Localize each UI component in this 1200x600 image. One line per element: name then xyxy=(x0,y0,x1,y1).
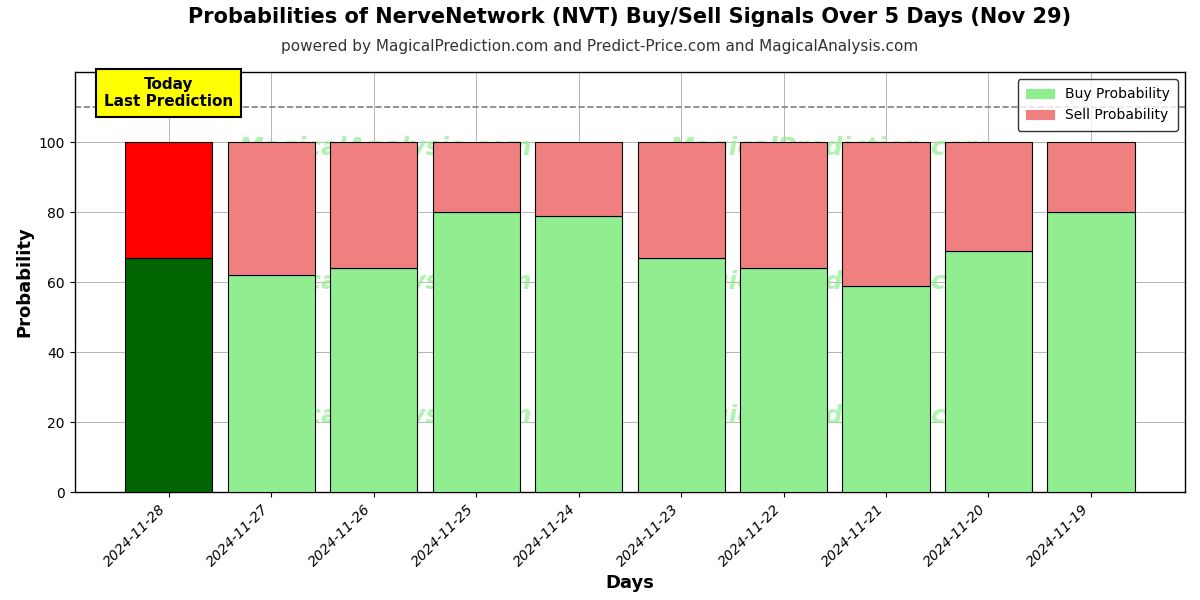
Bar xyxy=(1048,212,1134,492)
Bar xyxy=(125,257,212,492)
Text: Today
Last Prediction: Today Last Prediction xyxy=(104,77,233,109)
Bar xyxy=(637,142,725,257)
Bar xyxy=(228,142,314,275)
Legend: Buy Probability, Sell Probability: Buy Probability, Sell Probability xyxy=(1018,79,1178,131)
Bar xyxy=(637,257,725,492)
Bar xyxy=(1048,142,1134,212)
Bar xyxy=(535,142,622,215)
Bar xyxy=(944,142,1032,251)
Text: MagicalAnalysis.com: MagicalAnalysis.com xyxy=(239,270,533,294)
Bar xyxy=(432,142,520,212)
Text: MagicalPrediction.com: MagicalPrediction.com xyxy=(670,136,990,160)
Y-axis label: Probability: Probability xyxy=(16,227,34,337)
X-axis label: Days: Days xyxy=(605,574,654,592)
Bar xyxy=(740,268,827,492)
Text: MagicalAnalysis.com: MagicalAnalysis.com xyxy=(239,136,533,160)
Bar xyxy=(125,142,212,257)
Bar xyxy=(842,142,930,286)
Bar xyxy=(535,215,622,492)
Bar xyxy=(330,268,418,492)
Bar xyxy=(944,251,1032,492)
Bar xyxy=(740,142,827,268)
Bar xyxy=(330,142,418,268)
Text: MagicalPrediction.com: MagicalPrediction.com xyxy=(670,270,990,294)
Bar xyxy=(432,212,520,492)
Bar xyxy=(228,275,314,492)
Title: Probabilities of NerveNetwork (NVT) Buy/Sell Signals Over 5 Days (Nov 29): Probabilities of NerveNetwork (NVT) Buy/… xyxy=(188,7,1072,28)
Bar xyxy=(842,286,930,492)
Text: powered by MagicalPrediction.com and Predict-Price.com and MagicalAnalysis.com: powered by MagicalPrediction.com and Pre… xyxy=(281,39,919,54)
Text: MagicalAnalysis.com: MagicalAnalysis.com xyxy=(239,404,533,428)
Text: MagicalPrediction.com: MagicalPrediction.com xyxy=(670,404,990,428)
